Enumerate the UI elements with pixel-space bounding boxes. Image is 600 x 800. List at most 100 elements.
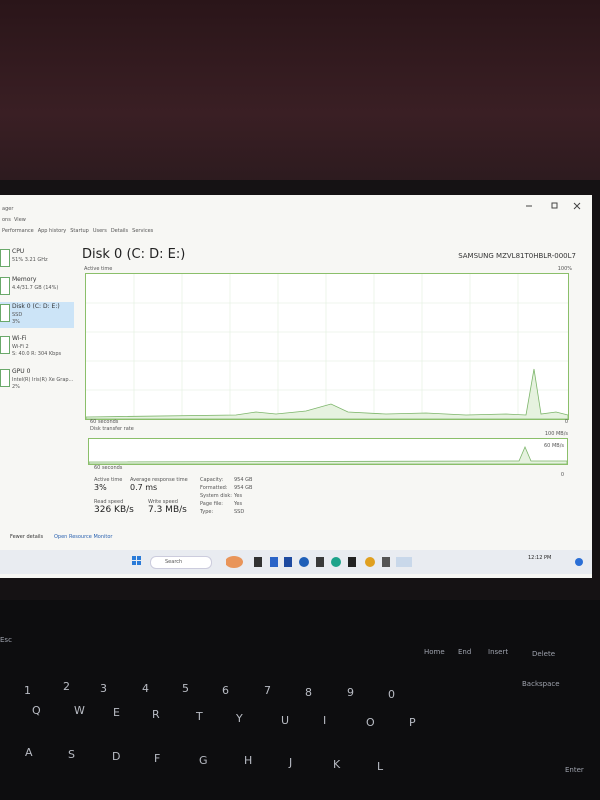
graph-span: 60 seconds: [94, 465, 123, 471]
sidebar-item[interactable]: GPU 0 Intel(R) Iris(R) Xe Grap... 2%: [0, 367, 74, 393]
resource-monitor-link[interactable]: Open Resource Monitor: [54, 534, 113, 540]
app-icon[interactable]: [316, 557, 324, 567]
key[interactable]: Home: [424, 648, 445, 656]
sidebar-item[interactable]: Memory 4.4/31.7 GB (14%): [0, 275, 74, 301]
stat-label: Write speed: [148, 499, 178, 505]
taskbar: Search 12:12 PM: [0, 550, 592, 574]
menu-view[interactable]: View: [14, 217, 26, 223]
key[interactable]: Delete: [532, 650, 555, 658]
key[interactable]: T: [196, 710, 203, 723]
key[interactable]: A: [25, 746, 33, 759]
panel-title: Disk 0 (C: D: E:): [82, 247, 186, 262]
notification-badge[interactable]: [574, 557, 584, 567]
stat-value: 0.7 ms: [130, 483, 158, 492]
key[interactable]: 4: [142, 682, 149, 695]
sidebar-thumb: [0, 336, 10, 354]
key[interactable]: Esc: [0, 636, 12, 644]
sidebar-detail: SSD: [12, 312, 23, 318]
key[interactable]: End: [458, 648, 472, 656]
app-icon[interactable]: [396, 557, 412, 567]
clock[interactable]: 12:12 PM: [528, 555, 552, 561]
sidebar-value: 2%: [12, 384, 20, 390]
tab[interactable]: Details: [110, 228, 129, 234]
app-icon[interactable]: [365, 557, 375, 567]
sidebar-item[interactable]: Wi-Fi Wi-Fi 2 S: 40.0 R: 304 Kbps: [0, 334, 74, 360]
app-icon[interactable]: [226, 556, 243, 568]
app-icon[interactable]: [299, 557, 309, 567]
key[interactable]: Y: [236, 712, 243, 725]
app-icon[interactable]: [348, 557, 356, 567]
keyboard: Esc Home End Insert Delete 1 2 3 4 5 6 7 8 9 0 Backspac…: [0, 600, 600, 800]
key[interactable]: 8: [305, 686, 312, 699]
app-icon[interactable]: [254, 557, 262, 567]
close[interactable]: [573, 202, 581, 210]
start-button[interactable]: [132, 556, 142, 566]
prop-value: 954 GB: [234, 477, 253, 483]
key[interactable]: 0: [388, 688, 395, 701]
key[interactable]: O: [366, 716, 375, 729]
menu-options[interactable]: ons: [2, 217, 11, 223]
screen: ager ons View Performance App history Star…: [0, 195, 592, 578]
key[interactable]: 1: [24, 684, 31, 697]
key[interactable]: I: [323, 714, 327, 727]
prop-value: Yes: [234, 501, 243, 507]
key[interactable]: Enter: [565, 766, 584, 774]
sidebar-thumb: [0, 249, 10, 267]
key[interactable]: S: [68, 748, 75, 761]
tab[interactable]: Users: [92, 228, 107, 234]
prop-label: System disk:: [200, 493, 232, 499]
stat-label: Active time: [94, 477, 123, 483]
sidebar-item[interactable]: CPU 51% 3.21 GHz: [0, 247, 74, 273]
key[interactable]: P: [409, 716, 416, 729]
key[interactable]: F: [154, 752, 161, 765]
key[interactable]: Backspace: [522, 680, 560, 688]
tab[interactable]: Performance: [2, 228, 34, 234]
transfer-rate-graph: [88, 438, 568, 465]
graph-max: 100 MB/s: [544, 431, 568, 437]
app-icon[interactable]: [331, 557, 341, 567]
sidebar-thumb: [0, 277, 10, 295]
key[interactable]: U: [281, 714, 290, 727]
key[interactable]: 7: [264, 684, 271, 697]
prop-label: Capacity:: [200, 477, 224, 483]
app-icon[interactable]: [382, 557, 390, 567]
key[interactable]: 9: [347, 686, 354, 699]
sidebar: CPU 51% 3.21 GHz Memory 4.4/31.7 GB (14%) Di…: [0, 247, 76, 397]
key[interactable]: G: [199, 754, 208, 767]
key[interactable]: R: [152, 708, 160, 721]
tab[interactable]: Services: [132, 228, 154, 234]
active-time-graph: [85, 273, 569, 420]
key[interactable]: 5: [182, 682, 189, 695]
graph-max: 100%: [557, 266, 572, 272]
key[interactable]: Insert: [488, 648, 509, 656]
stats: Active time 3% Average response time 0.7 ms…: [94, 477, 274, 523]
maximize[interactable]: [551, 202, 558, 209]
sidebar-thumb: [0, 304, 10, 322]
app-icon[interactable]: [284, 557, 292, 567]
prop-label: Formatted:: [200, 485, 228, 491]
key[interactable]: 6: [222, 684, 229, 697]
window-controls: [526, 202, 581, 210]
key[interactable]: W: [74, 704, 85, 717]
graph-min: 0: [564, 419, 568, 425]
key[interactable]: L: [377, 760, 384, 773]
key[interactable]: Q: [32, 704, 41, 717]
tab[interactable]: Startup: [70, 228, 89, 234]
sidebar-name: Memory: [12, 276, 37, 283]
sidebar-item[interactable]: Disk 0 (C: D: E:) SSD 3%: [0, 302, 74, 328]
key[interactable]: J: [289, 756, 293, 769]
key[interactable]: K: [333, 758, 341, 771]
stat-label: Average response time: [130, 477, 188, 483]
key[interactable]: E: [113, 706, 120, 719]
app-icon[interactable]: [270, 557, 278, 567]
tab[interactable]: App history: [37, 228, 67, 234]
key[interactable]: H: [244, 754, 253, 767]
key[interactable]: 3: [100, 682, 107, 695]
search-box[interactable]: Search: [150, 556, 212, 569]
sidebar-name: Disk 0 (C: D: E:): [12, 303, 60, 310]
sidebar-detail: Intel(R) Iris(R) Xe Grap...: [12, 377, 74, 383]
key[interactable]: 2: [63, 680, 70, 693]
key[interactable]: D: [112, 750, 121, 763]
fewer-details[interactable]: Fewer details: [10, 534, 44, 540]
